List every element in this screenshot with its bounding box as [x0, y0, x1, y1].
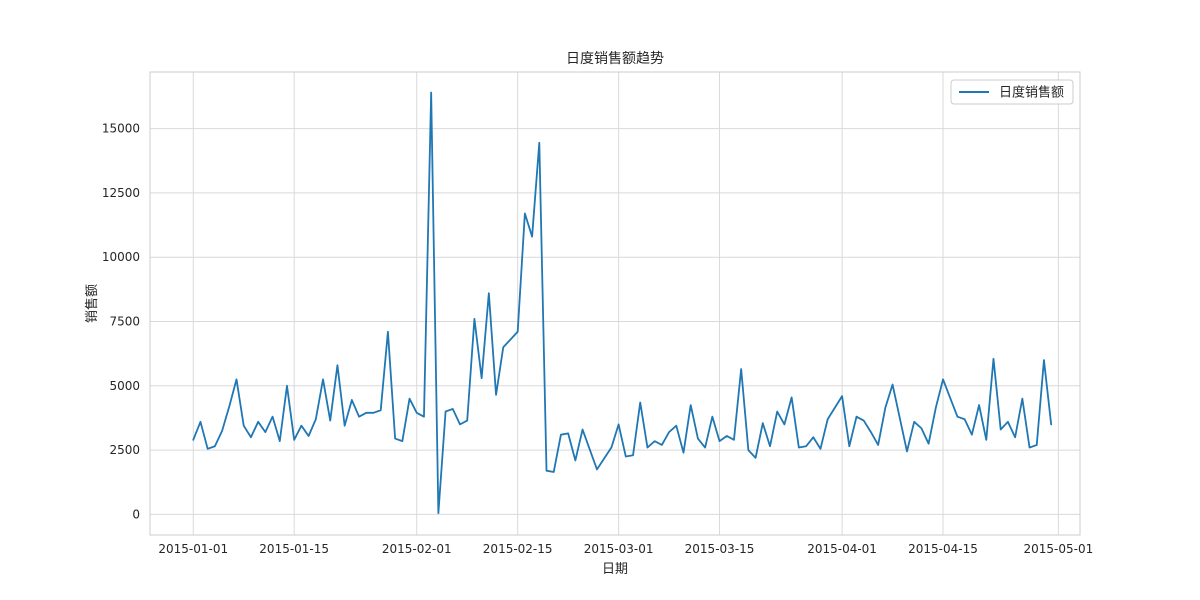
y-tick-label: 12500 [102, 186, 140, 200]
x-tick-label: 2015-04-15 [908, 542, 978, 556]
legend-box [950, 79, 1074, 105]
chart-title: 日度销售额趋势 [566, 51, 664, 67]
x-tick-label: 2015-01-01 [158, 542, 228, 556]
y-tick-label: 15000 [102, 122, 140, 136]
x-tick-label: 2015-02-01 [382, 542, 452, 556]
x-tick-label: 2015-01-15 [259, 542, 329, 556]
x-tick-label: 2015-05-01 [1023, 542, 1093, 556]
grid [150, 72, 1080, 535]
tick-labels: 2015-01-01 2015-01-15 2015-02-01 2015-02-15… [102, 122, 1093, 556]
x-tick-label: 2015-03-01 [584, 542, 654, 556]
y-tick-label: 5000 [109, 379, 140, 393]
y-tick-label: 0 [132, 507, 140, 521]
series-layer [192, 91, 1053, 515]
x-tick-label: 2015-03-15 [685, 542, 755, 556]
y-tick-label: 2500 [109, 443, 140, 457]
legend: 日度销售额 [950, 79, 1074, 105]
y-tick-label: 7500 [109, 315, 140, 329]
plot-frame [149, 71, 1081, 536]
y-tick-label: 10000 [102, 250, 140, 264]
x-tick-label: 2015-02-15 [483, 542, 553, 556]
y-axis-label: 销售额 [84, 284, 100, 323]
legend-entry-label: 日度销售额 [999, 85, 1064, 101]
x-tick-label: 2015-04-01 [807, 542, 877, 556]
x-axis-label: 日期 [602, 562, 628, 577]
series-line-0 [192, 91, 1053, 515]
